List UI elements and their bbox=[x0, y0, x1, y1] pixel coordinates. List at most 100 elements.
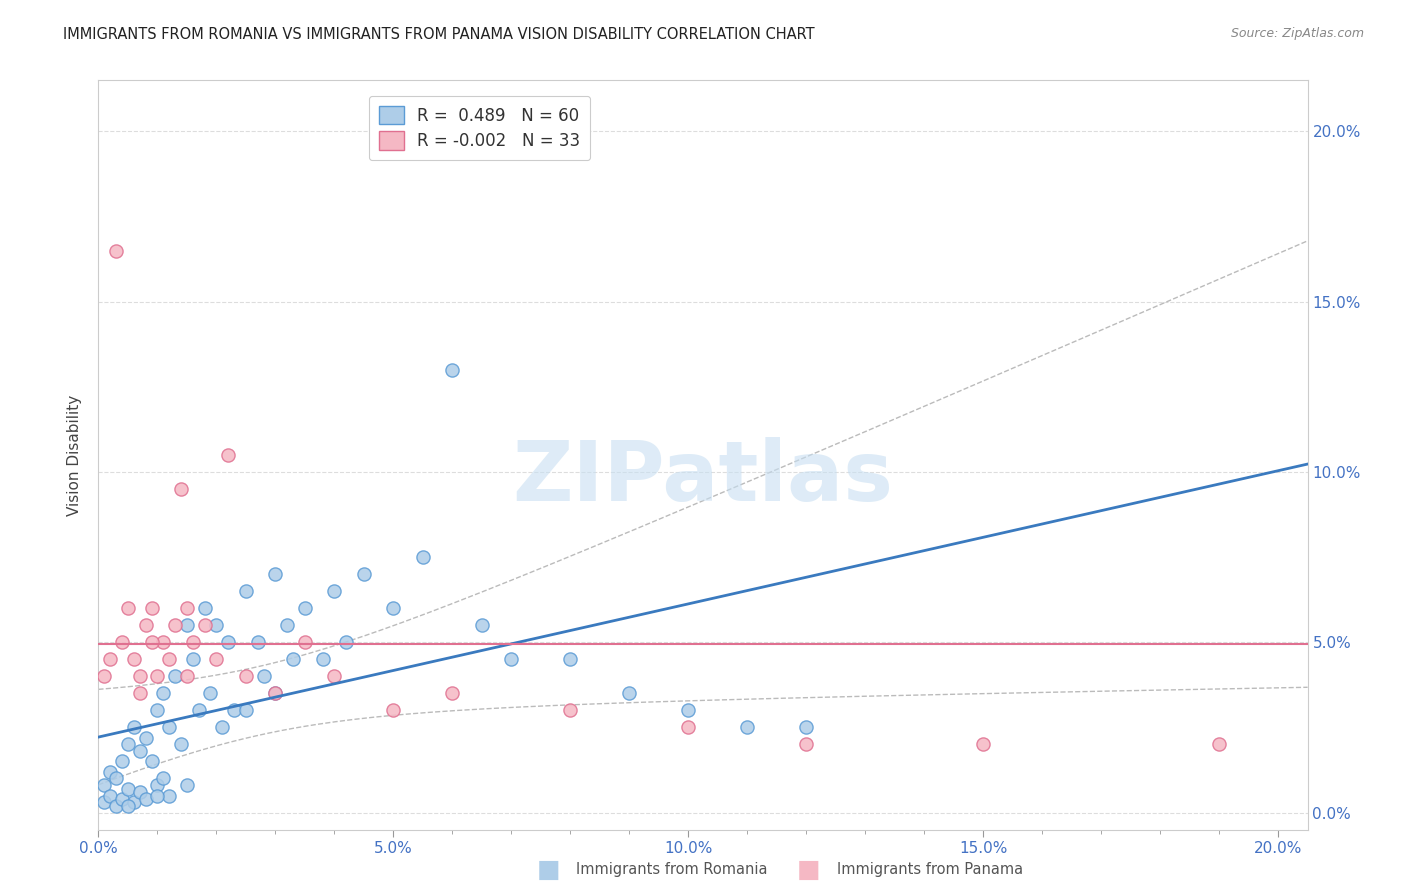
Point bbox=[311, 652, 333, 666]
Point bbox=[181, 635, 204, 649]
Point bbox=[194, 601, 217, 615]
Point bbox=[222, 703, 245, 717]
Point bbox=[135, 618, 157, 632]
Point bbox=[323, 584, 346, 599]
Point bbox=[471, 618, 494, 632]
Point bbox=[152, 686, 174, 700]
Point bbox=[323, 669, 346, 683]
Point bbox=[176, 601, 198, 615]
Point bbox=[382, 601, 405, 615]
Point bbox=[176, 778, 198, 792]
Point bbox=[93, 795, 115, 809]
Point bbox=[128, 785, 150, 799]
Y-axis label: Vision Disability: Vision Disability bbox=[67, 394, 83, 516]
Point bbox=[146, 669, 169, 683]
Point bbox=[560, 703, 582, 717]
Point bbox=[678, 720, 700, 734]
Point bbox=[105, 772, 128, 786]
Text: IMMIGRANTS FROM ROMANIA VS IMMIGRANTS FROM PANAMA VISION DISABILITY CORRELATION : IMMIGRANTS FROM ROMANIA VS IMMIGRANTS FR… bbox=[63, 27, 815, 42]
Point bbox=[235, 584, 257, 599]
Point bbox=[205, 652, 228, 666]
Point bbox=[141, 601, 163, 615]
Point bbox=[217, 448, 239, 462]
Point bbox=[619, 686, 641, 700]
Point bbox=[122, 720, 145, 734]
Point bbox=[141, 635, 163, 649]
Point bbox=[735, 720, 758, 734]
Legend: R =  0.489   N = 60, R = -0.002   N = 33: R = 0.489 N = 60, R = -0.002 N = 33 bbox=[368, 96, 591, 160]
Point bbox=[128, 669, 150, 683]
Text: ■: ■ bbox=[537, 858, 560, 881]
Point bbox=[157, 720, 180, 734]
Point bbox=[412, 550, 434, 565]
Point bbox=[111, 755, 134, 769]
Point bbox=[972, 738, 994, 752]
Point bbox=[1208, 738, 1230, 752]
Point bbox=[560, 652, 582, 666]
Point bbox=[128, 744, 150, 758]
Point bbox=[157, 789, 180, 803]
Point bbox=[117, 798, 139, 813]
Point bbox=[335, 635, 357, 649]
Point bbox=[98, 789, 121, 803]
Point bbox=[117, 738, 139, 752]
Point bbox=[187, 703, 209, 717]
Point bbox=[281, 652, 304, 666]
Point bbox=[794, 738, 817, 752]
Point bbox=[205, 618, 228, 632]
Point bbox=[194, 618, 217, 632]
Point bbox=[122, 795, 145, 809]
Point bbox=[181, 652, 204, 666]
Point bbox=[105, 798, 128, 813]
Point bbox=[441, 363, 464, 377]
Point bbox=[170, 738, 193, 752]
Point bbox=[157, 652, 180, 666]
Point bbox=[294, 601, 316, 615]
Point bbox=[141, 755, 163, 769]
Point bbox=[122, 652, 145, 666]
Point bbox=[146, 703, 169, 717]
Point bbox=[135, 792, 157, 806]
Point bbox=[98, 652, 121, 666]
Point bbox=[170, 482, 193, 496]
Point bbox=[353, 567, 375, 582]
Point bbox=[264, 686, 287, 700]
Point bbox=[165, 618, 187, 632]
Point bbox=[117, 601, 139, 615]
Point bbox=[235, 669, 257, 683]
Point bbox=[246, 635, 269, 649]
Point bbox=[794, 720, 817, 734]
Point bbox=[441, 686, 464, 700]
Point bbox=[211, 720, 233, 734]
Point bbox=[146, 778, 169, 792]
Point bbox=[501, 652, 523, 666]
Point bbox=[98, 764, 121, 779]
Point bbox=[252, 669, 274, 683]
Point bbox=[200, 686, 222, 700]
Point bbox=[176, 669, 198, 683]
Point bbox=[235, 703, 257, 717]
Point bbox=[93, 778, 115, 792]
Text: Immigrants from Panama: Immigrants from Panama bbox=[837, 863, 1022, 877]
Point bbox=[117, 781, 139, 796]
Point bbox=[105, 244, 128, 258]
Text: ZIPatlas: ZIPatlas bbox=[513, 437, 893, 518]
Point bbox=[382, 703, 405, 717]
Point bbox=[152, 635, 174, 649]
Point bbox=[165, 669, 187, 683]
Point bbox=[128, 686, 150, 700]
Text: Source: ZipAtlas.com: Source: ZipAtlas.com bbox=[1230, 27, 1364, 40]
Point bbox=[217, 635, 239, 649]
Point bbox=[678, 703, 700, 717]
Point bbox=[111, 792, 134, 806]
Point bbox=[264, 567, 287, 582]
Point bbox=[176, 618, 198, 632]
Point bbox=[111, 635, 134, 649]
Point bbox=[146, 789, 169, 803]
Point bbox=[264, 686, 287, 700]
Text: ■: ■ bbox=[797, 858, 820, 881]
Point bbox=[276, 618, 298, 632]
Point bbox=[152, 772, 174, 786]
Text: Immigrants from Romania: Immigrants from Romania bbox=[576, 863, 768, 877]
Point bbox=[135, 731, 157, 745]
